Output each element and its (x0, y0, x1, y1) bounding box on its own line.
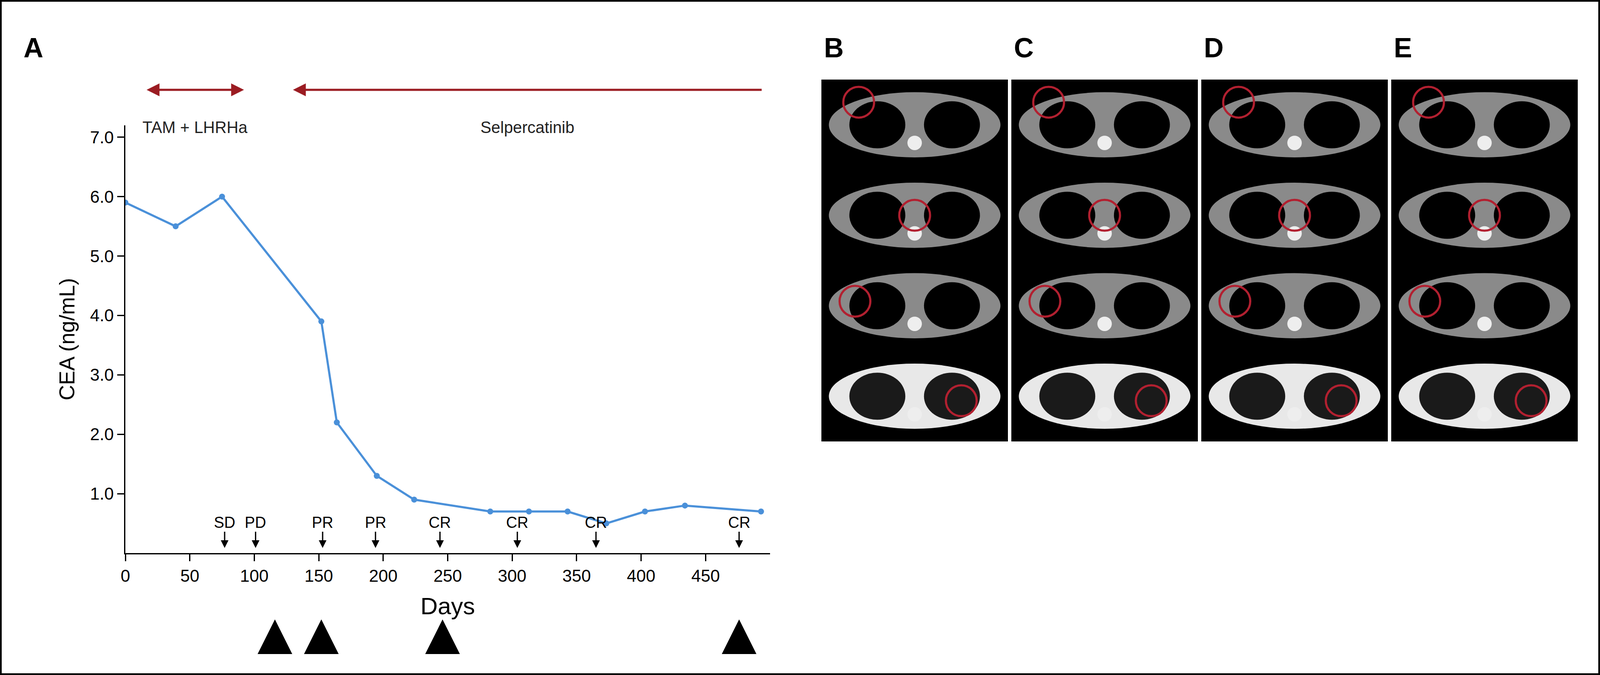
svg-text:7.0: 7.0 (89, 127, 114, 147)
html-text:D: D (1203, 32, 1224, 64)
svg-text:Selpercatinib: Selpercatinib (480, 118, 575, 137)
svg-text:5.0: 5.0 (89, 246, 114, 266)
svg-text:PR: PR (311, 513, 334, 532)
svg-text:50: 50 (180, 566, 200, 586)
svg-text:1.0: 1.0 (89, 484, 114, 504)
html-text:E: E (1393, 32, 1413, 64)
svg-text:PR: PR (364, 513, 387, 532)
svg-text:B: B (270, 636, 280, 651)
svg-text:150: 150 (304, 566, 334, 586)
svg-text:SD: SD (213, 513, 236, 532)
html-text:B: B (823, 32, 844, 64)
svg-text:CEA (ng/mL): CEA (ng/mL) (55, 278, 80, 401)
svg-text:100: 100 (240, 566, 269, 586)
svg-text:3.0: 3.0 (89, 365, 114, 385)
svg-text:400: 400 (626, 566, 656, 586)
svg-text:Days: Days (420, 592, 476, 620)
svg-text:C: C (316, 636, 326, 651)
svg-text:6.0: 6.0 (89, 187, 114, 207)
svg-text:CR: CR (584, 513, 608, 532)
svg-text:200: 200 (368, 566, 398, 586)
svg-text:450: 450 (691, 566, 720, 586)
svg-text:D: D (437, 636, 448, 651)
svg-text:250: 250 (433, 566, 463, 586)
svg-text:CR: CR (506, 513, 529, 532)
svg-text:300: 300 (497, 566, 527, 586)
svg-text:2.0: 2.0 (89, 424, 114, 444)
svg-text:PD: PD (244, 513, 267, 532)
svg-text:0: 0 (120, 566, 131, 586)
svg-text:CR: CR (728, 513, 751, 532)
svg-text:4.0: 4.0 (89, 305, 114, 325)
svg-text:E: E (734, 636, 744, 651)
svg-text:350: 350 (562, 566, 592, 586)
html-text:C: C (1013, 32, 1034, 64)
svg-text:CR: CR (428, 513, 451, 532)
html-text:A: A (23, 32, 44, 64)
svg-text:TAM + LHRHa: TAM + LHRHa (142, 118, 248, 137)
